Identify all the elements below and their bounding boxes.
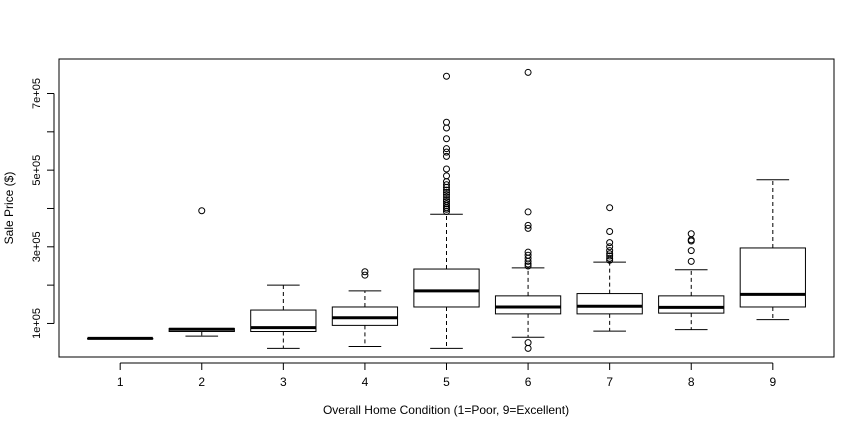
y-axis: 1e+05 3e+05 5e+05 7e+05 [31, 78, 55, 339]
iqr-box [331, 306, 399, 326]
outlier-point [443, 118, 450, 126]
x-tick-label: 8 [688, 375, 695, 389]
x-tick-label: 9 [769, 375, 776, 389]
x-tick-label: 7 [606, 375, 613, 389]
outlier-point [198, 207, 206, 215]
outlier-point [443, 124, 450, 132]
iqr-box [658, 295, 725, 314]
outlier-point [524, 224, 532, 232]
outlier-point [687, 247, 695, 255]
x-tick-label: 2 [198, 375, 205, 389]
outlier-point [524, 344, 532, 352]
box-9 [739, 179, 806, 321]
outlier-point [606, 204, 614, 212]
outlier-point [443, 152, 450, 160]
outlier-point [443, 188, 450, 196]
box-3 [250, 284, 317, 349]
outlier-point [443, 148, 450, 156]
outlier-point [524, 221, 532, 229]
x-tick-label: 1 [117, 375, 124, 389]
box-8 [658, 230, 725, 331]
outlier-point [443, 72, 450, 80]
outlier-point [524, 339, 532, 347]
outlier-point [606, 239, 614, 247]
outlier-point [443, 191, 450, 199]
y-tick-label: 7e+05 [31, 78, 43, 109]
boxes [87, 68, 806, 352]
outlier-point [443, 135, 450, 143]
y-tick-label: 3e+05 [31, 231, 43, 262]
outlier-point [443, 200, 450, 208]
x-axis-label: Overall Home Condition (1=Poor, 9=Excell… [323, 403, 569, 417]
outlier-point [443, 193, 450, 201]
iqr-box [413, 268, 480, 308]
box-2 [168, 207, 235, 337]
outlier-point [443, 181, 450, 189]
x-tick-label: 4 [362, 375, 369, 389]
outlier-point [687, 230, 695, 238]
y-axis-label: Sale Price ($) [2, 172, 16, 245]
box-6 [494, 68, 562, 352]
outlier-point [443, 186, 450, 194]
outlier-point [443, 145, 450, 153]
outlier-point [606, 247, 614, 255]
x-tick-label: 6 [525, 375, 532, 389]
outlier-point [524, 251, 532, 259]
outlier-point [606, 252, 614, 260]
outlier-point [606, 250, 614, 258]
outlier-point [361, 268, 369, 276]
outlier-point [524, 248, 532, 256]
outlier-point [687, 257, 695, 265]
y-tick-label: 1e+05 [31, 308, 43, 339]
x-tick-label: 5 [443, 375, 450, 389]
outlier-point [606, 256, 614, 264]
outlier-point [524, 262, 532, 270]
outlier-point [606, 243, 614, 251]
box-7 [576, 204, 643, 332]
outlier-point [443, 165, 450, 173]
box-5 [413, 72, 480, 349]
iqr-box [576, 293, 643, 315]
outlier-point [443, 172, 450, 180]
x-axis: 1 2 3 4 5 6 7 8 9 [117, 362, 776, 389]
outlier-point [443, 198, 450, 206]
outlier-point [443, 196, 450, 204]
iqr-box [250, 309, 317, 333]
outlier-point [606, 227, 614, 235]
plot-frame [58, 58, 835, 358]
iqr-box [494, 295, 562, 315]
outlier-point [606, 254, 614, 262]
box-4 [331, 268, 399, 347]
x-tick-label: 3 [280, 375, 287, 389]
iqr-box [739, 247, 806, 308]
box-1 [87, 336, 154, 340]
outlier-point [361, 271, 369, 279]
outlier-point [524, 208, 532, 216]
y-tick-label: 5e+05 [31, 155, 43, 186]
outlier-point [524, 68, 532, 76]
